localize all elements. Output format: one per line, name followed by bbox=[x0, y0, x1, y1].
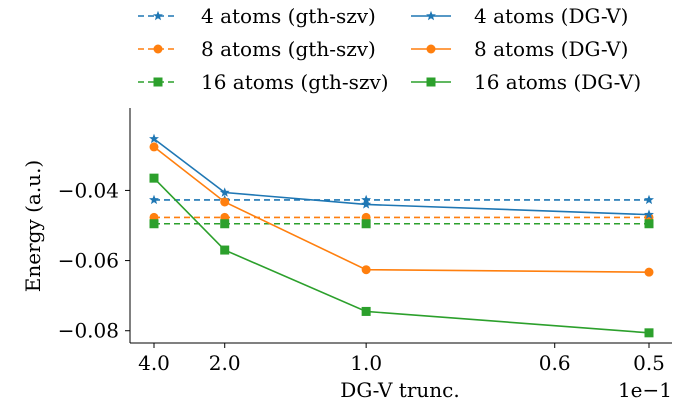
y-axis-label: Energy (a.u.) bbox=[21, 160, 45, 292]
legend-marker bbox=[153, 10, 163, 21]
x-axis-label: DG-V trunc. bbox=[340, 378, 459, 400]
x-tick-label: 1.0 bbox=[350, 351, 382, 375]
series-8-atoms-dg-v bbox=[149, 142, 654, 277]
legend-label: 16 atoms (gth-szv) bbox=[201, 70, 389, 94]
legend-item-4-atoms-gth-szv: 4 atoms (gth-szv) bbox=[138, 4, 376, 28]
x-tick-label: 4.0 bbox=[138, 351, 170, 375]
legend-marker bbox=[153, 77, 163, 87]
series-line bbox=[153, 146, 650, 273]
data-point bbox=[644, 267, 654, 277]
legend: 4 atoms (gth-szv) 4 atoms (DG-V) 8 atoms (… bbox=[138, 4, 641, 94]
y-tick-label: −0.06 bbox=[58, 249, 119, 273]
legend-label: 8 atoms (gth-szv) bbox=[201, 37, 376, 61]
series-4-atoms-dg-v bbox=[149, 133, 654, 219]
x-axis-ticks: 4.0 2.0 1.0 0.6 0.5 bbox=[138, 343, 665, 375]
data-point bbox=[149, 133, 159, 144]
series-16-atoms-dg-v bbox=[149, 173, 654, 338]
data-point bbox=[644, 194, 654, 205]
y-tick-label: −0.04 bbox=[58, 178, 119, 202]
legend-marker bbox=[426, 44, 436, 54]
data-point bbox=[220, 197, 230, 207]
data-point bbox=[361, 265, 371, 275]
x-tick-label: 0.6 bbox=[539, 351, 571, 375]
legend-marker bbox=[426, 77, 436, 87]
data-point bbox=[149, 194, 159, 205]
series-line bbox=[153, 138, 650, 216]
legend-item-8-atoms-gth-szv: 8 atoms (gth-szv) bbox=[138, 37, 376, 61]
data-point bbox=[149, 142, 159, 152]
data-point bbox=[644, 209, 654, 219]
legend-label: 4 atoms (DG-V) bbox=[474, 4, 628, 28]
legend-marker bbox=[426, 10, 436, 21]
data-point bbox=[361, 199, 372, 209]
series-layer bbox=[149, 133, 654, 338]
x-tick-label: 0.5 bbox=[633, 351, 665, 375]
series-16-atoms-gth-szv bbox=[149, 219, 654, 229]
x-tick-label: 2.0 bbox=[209, 351, 241, 375]
data-point bbox=[149, 173, 159, 183]
legend-marker bbox=[153, 44, 163, 54]
legend-item-16-atoms-gth-szv: 16 atoms (gth-szv) bbox=[138, 70, 389, 94]
series-line bbox=[153, 177, 650, 334]
legend-label: 4 atoms (gth-szv) bbox=[201, 4, 376, 28]
data-point bbox=[149, 219, 159, 229]
x-axis-offset-label: 1e−1 bbox=[618, 378, 672, 400]
y-axis-ticks: −0.04 −0.06 −0.08 bbox=[58, 178, 130, 343]
legend-label: 16 atoms (DG-V) bbox=[474, 70, 641, 94]
legend-item-8-atoms-dg-v: 8 atoms (DG-V) bbox=[411, 37, 628, 61]
legend-label: 8 atoms (DG-V) bbox=[474, 37, 628, 61]
data-point bbox=[220, 245, 230, 255]
data-point bbox=[361, 306, 371, 316]
plot-area: 4.0 2.0 1.0 0.6 0.5 −0.04 −0.06 −0.08 bbox=[58, 108, 672, 375]
legend-item-4-atoms-dg-v: 4 atoms (DG-V) bbox=[411, 4, 628, 28]
data-point bbox=[644, 328, 654, 338]
y-tick-label: −0.08 bbox=[58, 319, 119, 343]
data-point bbox=[220, 219, 230, 229]
legend-item-16-atoms-dg-v: 16 atoms (DG-V) bbox=[411, 70, 641, 94]
data-point bbox=[361, 219, 371, 229]
data-point bbox=[219, 187, 230, 197]
data-point bbox=[644, 219, 654, 229]
